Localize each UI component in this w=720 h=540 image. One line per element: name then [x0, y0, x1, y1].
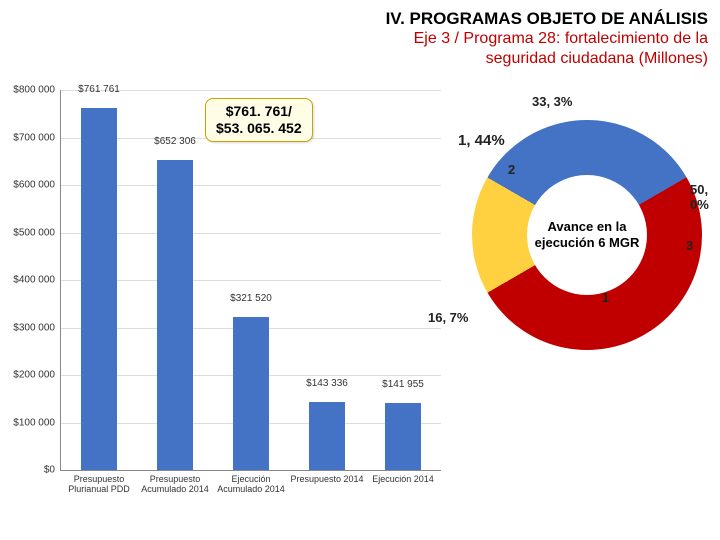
bar-category-label: Ejecución Acumulado 2014 — [213, 474, 289, 494]
title-main: IV. PROGRAMAS OBJETO DE ANÁLISIS — [386, 8, 708, 29]
bar-category-label: Ejecución 2014 — [365, 474, 441, 484]
donut-chart: Avance en la ejecución 6 MGR 116, 7%233,… — [472, 120, 702, 350]
donut-slice-pct: 33, 3% — [532, 94, 572, 109]
donut-slice-number: 2 — [508, 162, 515, 177]
y-tick-label: $0 — [0, 465, 55, 476]
bar — [309, 402, 345, 470]
donut-extra-label: 1, 44% — [458, 132, 505, 149]
bar-category-label: Presupuesto Plurianual PDD — [61, 474, 137, 494]
bar-value-label: $321 520 — [221, 293, 281, 304]
bar — [385, 403, 421, 470]
y-tick-label: $400 000 — [0, 275, 55, 286]
bar-value-label: $652 306 — [145, 136, 205, 147]
bar — [157, 160, 193, 470]
donut-slice-number: 1 — [602, 290, 609, 305]
y-tick-label: $500 000 — [0, 227, 55, 238]
callout-line-1: $761. 761/ — [216, 103, 302, 120]
donut-slice-number: 3 — [686, 238, 693, 253]
y-tick-label: $600 000 — [0, 180, 55, 191]
bar — [81, 108, 117, 470]
bar-value-label: $141 955 — [373, 379, 433, 390]
donut-center-label: Avance en la ejecución 6 MGR — [527, 175, 647, 295]
y-tick-label: $700 000 — [0, 132, 55, 143]
donut-slice-pct: 16, 7% — [428, 310, 468, 325]
bar — [233, 317, 269, 470]
title-sub-2: seguridad ciudadana (Millones) — [386, 49, 708, 69]
title-sub-1: Eje 3 / Programa 28: fortalecimiento de … — [386, 29, 708, 49]
y-tick-label: $800 000 — [0, 85, 55, 96]
donut-slice-pct: 50, 0% — [690, 182, 709, 212]
callout-line-2: $53. 065. 452 — [216, 120, 302, 137]
bar-value-label: $761 761 — [69, 84, 129, 95]
bar-chart-plot: $0$100 000$200 000$300 000$400 000$500 0… — [60, 90, 441, 471]
bar-category-label: Presupuesto Acumulado 2014 — [137, 474, 213, 494]
y-tick-label: $300 000 — [0, 322, 55, 333]
bar-value-label: $143 336 — [297, 378, 357, 389]
bar-category-label: Presupuesto 2014 — [289, 474, 365, 484]
y-tick-label: $100 000 — [0, 417, 55, 428]
value-callout: $761. 761/ $53. 065. 452 — [205, 98, 313, 142]
title-block: IV. PROGRAMAS OBJETO DE ANÁLISIS Eje 3 /… — [386, 8, 708, 69]
y-tick-label: $200 000 — [0, 370, 55, 381]
bar-chart: $0 $100 000 $200 000 $300 000 $400 000 $500 0… — [0, 90, 440, 530]
